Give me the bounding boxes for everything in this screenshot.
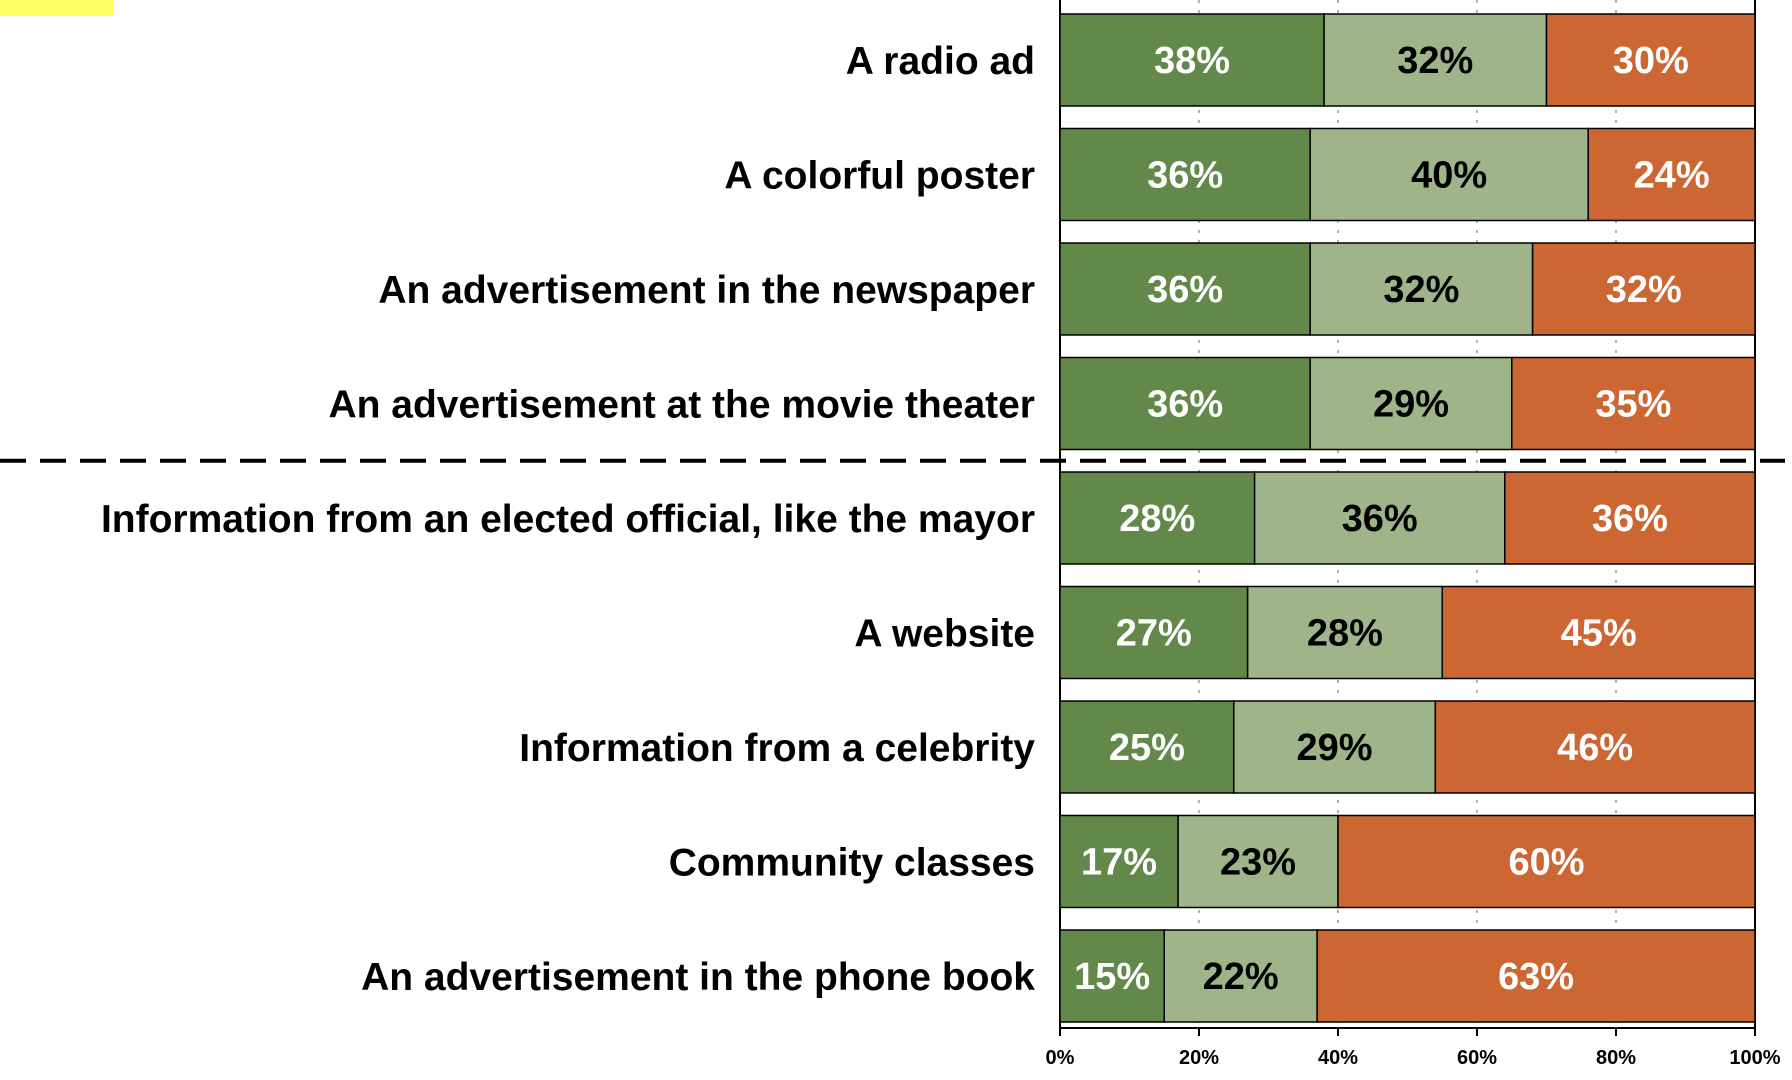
bar-segment	[1504, 471, 1756, 565]
bar-segment	[1309, 242, 1534, 336]
x-axis: 0% 20% 40% 60% 80% 100%	[1046, 1028, 1781, 1069]
data-label: 27%	[1116, 613, 1192, 655]
bar-segment	[1337, 814, 1756, 909]
bar-segment	[1511, 356, 1756, 451]
category-label: Information from a celebrity	[519, 727, 1035, 770]
data-label: 22%	[1203, 956, 1279, 998]
category-labels: A radio ad A colorful poster An advertisem…	[101, 40, 1035, 999]
category-label: A colorful poster	[724, 155, 1035, 198]
data-label: 36%	[1147, 155, 1223, 197]
data-label: 36%	[1147, 269, 1223, 311]
bars-group: 38% 32% 30% 36% 40% 24% 36% 32% 32% 36% 29% 35% 28% 3…	[1059, 13, 1756, 1023]
category-label: An advertisement at the movie theater	[328, 384, 1035, 427]
bar-segment	[1163, 929, 1318, 1023]
bar-segment	[1545, 13, 1756, 107]
category-label: An advertisement in the newspaper	[378, 269, 1035, 312]
data-label: 29%	[1296, 727, 1372, 769]
data-label: 32%	[1397, 40, 1473, 82]
bar-segment	[1531, 242, 1756, 336]
data-label: 23%	[1220, 842, 1296, 884]
tick-label: 40%	[1318, 1047, 1358, 1069]
data-label: 29%	[1373, 384, 1449, 426]
data-label: 63%	[1498, 956, 1574, 998]
data-label: 38%	[1154, 40, 1230, 82]
bar-segment	[1059, 814, 1179, 909]
data-label: 25%	[1109, 727, 1185, 769]
tick-label: 20%	[1179, 1047, 1219, 1069]
bar-segment	[1059, 471, 1256, 565]
bar-segment	[1059, 127, 1311, 222]
tick-label: 80%	[1596, 1047, 1636, 1069]
bar-segment	[1059, 585, 1249, 680]
category-label: Community classes	[669, 842, 1035, 885]
data-label: 36%	[1342, 498, 1418, 540]
tick-label: 0%	[1046, 1047, 1075, 1069]
tick-label: 60%	[1457, 1047, 1497, 1069]
data-label: 36%	[1147, 384, 1223, 426]
category-label: A radio ad	[846, 40, 1035, 83]
data-label: 30%	[1613, 40, 1689, 82]
category-label: An advertisement in the phone book	[361, 956, 1035, 999]
bar-segment	[1587, 127, 1756, 222]
tick-label: 100%	[1729, 1047, 1780, 1069]
bar-segment	[1309, 127, 1589, 222]
bar-segment	[1316, 929, 1756, 1023]
bar-segment	[1441, 585, 1756, 680]
data-label: 15%	[1074, 956, 1150, 998]
data-label: 45%	[1561, 613, 1637, 655]
data-label: 32%	[1383, 269, 1459, 311]
bar-segment	[1434, 700, 1756, 794]
category-label: Information from an elected official, li…	[101, 498, 1035, 541]
bar-segment	[1059, 700, 1235, 794]
category-label: A website	[854, 613, 1035, 656]
bar-segment	[1253, 471, 1506, 565]
data-label: 17%	[1081, 842, 1157, 884]
data-label: 28%	[1307, 613, 1383, 655]
bar-segment	[1309, 356, 1513, 451]
highlight-marker	[0, 0, 114, 16]
data-label: 32%	[1606, 269, 1682, 311]
data-label: 46%	[1557, 727, 1633, 769]
data-label: 36%	[1592, 498, 1668, 540]
data-label: 28%	[1119, 498, 1195, 540]
bar-segment	[1059, 242, 1311, 336]
data-label: 35%	[1595, 384, 1671, 426]
bar-segment	[1246, 585, 1444, 680]
bar-segment	[1323, 13, 1548, 107]
bar-segment	[1233, 700, 1437, 794]
data-label: 60%	[1508, 842, 1584, 884]
data-label: 40%	[1411, 155, 1487, 197]
data-label: 24%	[1634, 155, 1710, 197]
bar-segment	[1059, 13, 1325, 107]
